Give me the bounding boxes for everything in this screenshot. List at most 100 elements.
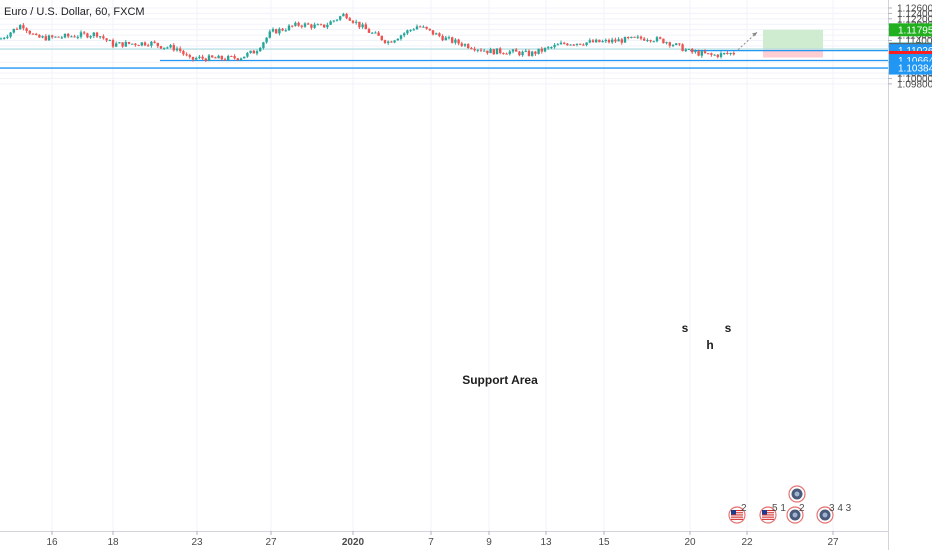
candle-body [118,42,121,44]
candle-body [35,33,38,35]
time-tick-label: 7 [428,537,434,548]
candle-body [355,21,358,23]
candle-body [67,33,70,37]
candle-body [137,45,140,47]
candle-body [659,37,662,39]
candle-body [518,51,521,56]
candle-body [92,32,95,37]
candle-body [179,48,182,51]
candle-body [217,55,220,59]
price-tick-label: 1.11400 [897,36,932,47]
candle-body [415,26,419,30]
candle-body [431,30,435,35]
candle-body [703,51,707,54]
candle-body [377,32,380,36]
price-tag: 1.11795 [889,23,932,37]
price-tags: 1.117951.110851.30:291.110671.110261.107… [889,23,932,75]
flag-stripe [731,516,743,518]
candle-body [374,32,377,34]
candle-body [323,24,326,28]
candle-body [153,41,156,43]
time-tick-label: 22 [741,537,753,548]
candle-body [716,54,719,57]
candle-body [79,32,83,37]
candle-body [508,51,511,54]
projection-line [737,32,758,51]
projection-arrow [737,32,758,51]
candle-body [575,43,579,45]
candle-body [511,49,515,52]
event-badge[interactable]: 5 1 [759,503,786,524]
candle-body [19,25,22,30]
candle-body [556,44,559,46]
candle-body [681,44,684,52]
time-axis[interactable]: 16 18 23 27 2020 7 9 13 15 20 22 27 [46,531,839,548]
candle-body [691,48,694,53]
event-badges[interactable]: 2 5 1 2 3 4 3 [728,485,852,524]
candle-body [675,43,678,46]
candle-body [639,36,643,39]
candle-body [486,50,489,54]
annotation-text: Support Area [462,373,538,387]
price-tick-label: 1.12400 [897,9,932,20]
candle-body [444,37,447,41]
event-badge-count: 5 1 [772,503,786,514]
flag-stripe [731,514,743,516]
event-badge-count: 3 4 3 [829,503,852,514]
flag-stripe [762,514,774,516]
candle-body [492,49,495,55]
candle-body [371,32,374,34]
annotation-text: s [725,321,732,335]
candle-body [467,44,470,49]
candle-body [364,24,367,30]
candle-body [543,47,547,52]
candle-body [121,42,124,47]
candle-body [611,39,614,43]
candle-body [297,22,300,26]
stop-zone[interactable] [763,49,823,58]
candle-body [591,40,595,43]
price-tag-label: 1.10664 [898,56,932,67]
candle-body [620,39,623,43]
candle-body [441,36,444,41]
candle-body [623,37,627,43]
candle-body [697,51,700,56]
candle-body [607,39,611,43]
event-badge[interactable]: 2 [786,503,805,524]
candle-body [729,53,732,55]
price-tag: 1.10384 [889,61,932,75]
event-badge[interactable] [788,485,806,503]
candle-body [115,43,118,47]
candle-body [652,41,655,43]
candle-body [204,58,207,61]
candle-body [12,28,15,33]
candle-body [195,58,198,60]
candle-body [156,42,159,47]
candle-body [534,51,537,54]
candle-body [646,40,649,42]
candle-body [281,28,284,31]
candle-body [191,56,195,60]
event-badge[interactable]: 2 [728,503,747,524]
event-badge[interactable]: 3 4 3 [816,503,852,524]
candle-body [134,43,137,46]
event-badge-count: 2 [799,503,805,514]
time-tick-label: 9 [486,537,492,548]
candle-body [220,55,223,60]
candle-body [70,36,73,38]
candle-body [198,56,201,59]
profit-zone[interactable] [763,29,823,50]
candle-body [236,58,239,60]
time-tick-label: 13 [540,537,552,548]
candle-body [268,31,271,38]
time-tick-label: 16 [46,537,58,548]
candle-body [3,37,6,39]
candle-body [63,33,67,38]
candle-body [207,55,211,61]
candle-body [636,36,639,38]
candle-body [329,21,332,25]
candle-body [86,33,89,38]
candle-body [239,58,243,60]
price-tag-bg [889,61,932,75]
